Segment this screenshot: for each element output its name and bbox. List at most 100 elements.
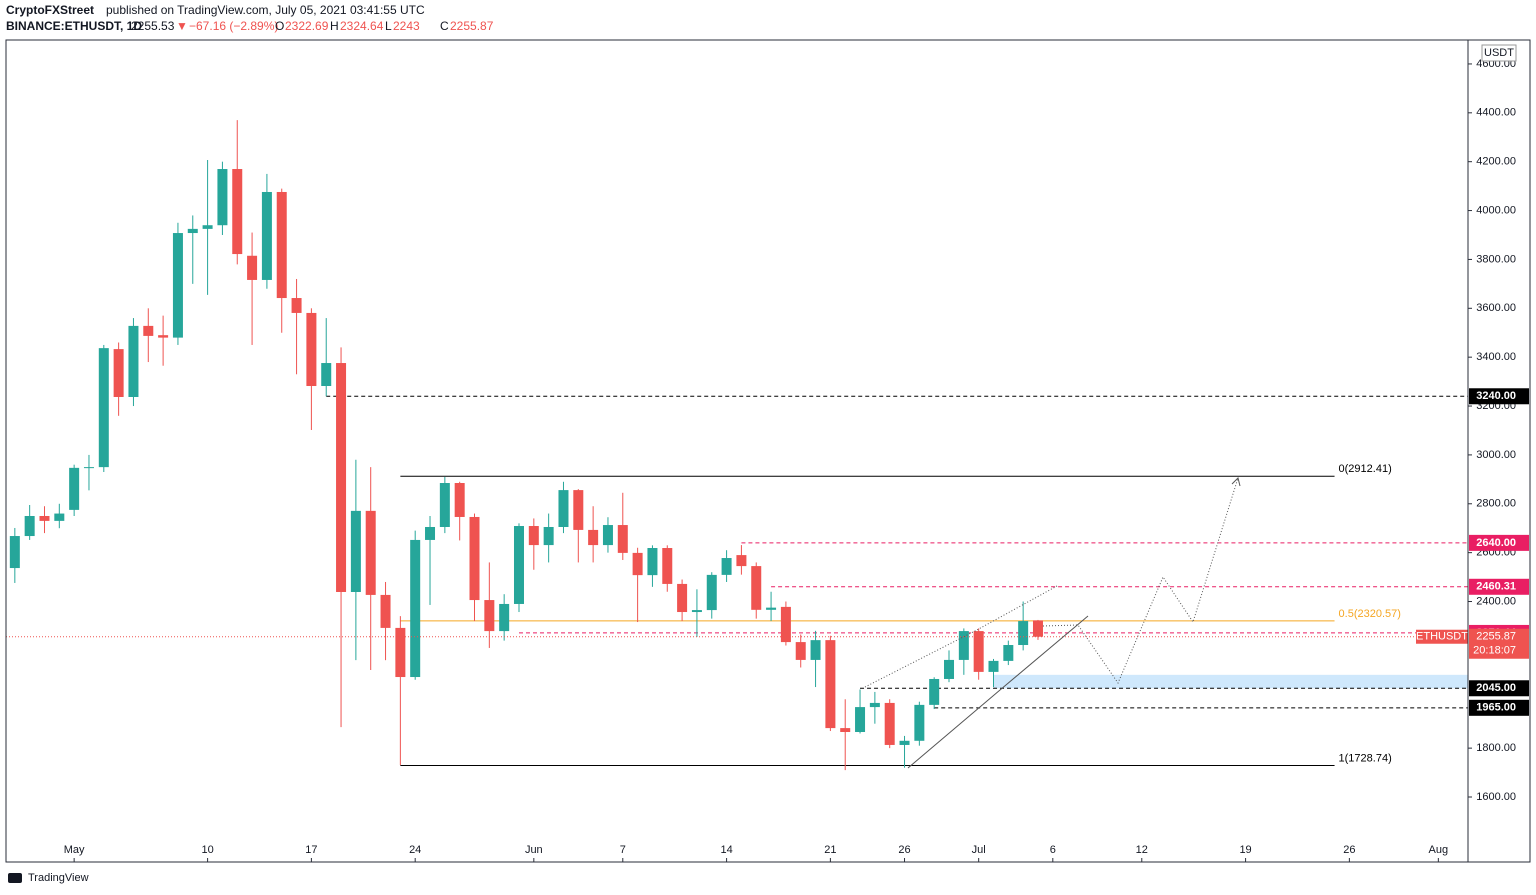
demand-zone bbox=[993, 674, 1468, 689]
candle-body bbox=[795, 642, 806, 660]
candle-body bbox=[98, 348, 109, 468]
candle-body bbox=[54, 513, 65, 521]
candle-body bbox=[39, 515, 50, 521]
y-tick-label: 3600.00 bbox=[1476, 302, 1516, 314]
candle-body bbox=[276, 191, 287, 299]
candle-body bbox=[1003, 645, 1014, 661]
candle-body bbox=[825, 640, 836, 729]
fib-label: 0.5(2320.57) bbox=[1339, 608, 1401, 620]
candle-body bbox=[513, 526, 524, 604]
candle-body bbox=[691, 610, 702, 613]
candle-body bbox=[83, 467, 94, 469]
x-tick-label: 24 bbox=[409, 844, 421, 856]
candle-body bbox=[336, 363, 347, 592]
candle-body bbox=[810, 640, 821, 660]
candle-body bbox=[855, 707, 866, 733]
candle-body bbox=[988, 660, 999, 672]
candle-body bbox=[914, 704, 925, 741]
change: −67.16 (−2.89%) bbox=[189, 19, 278, 33]
candle-body bbox=[558, 490, 569, 527]
current-price-box bbox=[1469, 628, 1529, 659]
y-tick-label: 2400.00 bbox=[1476, 595, 1516, 607]
candle-body bbox=[840, 728, 851, 733]
y-tick-label: 1800.00 bbox=[1476, 742, 1516, 754]
candle-body bbox=[528, 526, 539, 546]
ohlc-open: 2322.69 bbox=[285, 19, 329, 33]
x-tick-label: Jun bbox=[525, 844, 543, 856]
candle-body bbox=[158, 335, 169, 338]
y-tick-label: 1600.00 bbox=[1476, 791, 1516, 803]
y-tick-label: 3400.00 bbox=[1476, 351, 1516, 363]
candle-body bbox=[751, 566, 762, 610]
x-tick-label: 26 bbox=[1343, 844, 1355, 856]
candle-body bbox=[484, 600, 495, 632]
candle-body bbox=[410, 539, 421, 678]
currency: USDT bbox=[1484, 47, 1514, 59]
candle-body bbox=[632, 552, 643, 576]
countdown: 20:18:07 bbox=[1473, 645, 1516, 657]
footer-logo bbox=[8, 873, 22, 883]
candle-body bbox=[365, 510, 376, 595]
candle-body bbox=[647, 548, 658, 576]
candle-body bbox=[899, 740, 910, 745]
candle-body bbox=[350, 510, 361, 592]
candle-body bbox=[306, 312, 317, 387]
candle-body bbox=[321, 363, 332, 387]
x-tick-label: 10 bbox=[201, 844, 213, 856]
candle-body bbox=[128, 325, 139, 397]
candle-body bbox=[973, 631, 984, 672]
ohlc-h: H bbox=[330, 19, 339, 33]
candle-body bbox=[588, 529, 599, 546]
candle-body bbox=[143, 325, 154, 336]
candle-body bbox=[187, 228, 198, 234]
x-tick-label: 14 bbox=[720, 844, 732, 856]
candle-body bbox=[958, 631, 969, 660]
candle-body bbox=[677, 583, 688, 613]
fib-label: 1(1728.74) bbox=[1339, 752, 1392, 764]
candle-body bbox=[9, 536, 20, 569]
candle-body bbox=[24, 515, 35, 537]
candle-body bbox=[217, 169, 228, 226]
candle-body bbox=[736, 555, 747, 567]
x-tick-label: 21 bbox=[824, 844, 836, 856]
candle-body bbox=[602, 525, 613, 546]
candle-body bbox=[380, 594, 391, 628]
level-label: 2045.00 bbox=[1476, 682, 1516, 694]
candle-body bbox=[69, 467, 80, 510]
currency-box bbox=[1481, 44, 1517, 62]
candle-body bbox=[884, 702, 895, 745]
y-tick-label: 2800.00 bbox=[1476, 498, 1516, 510]
candle-body bbox=[247, 255, 258, 280]
candle-body bbox=[929, 678, 940, 705]
candle-body bbox=[261, 191, 272, 280]
wedge-top bbox=[864, 585, 1058, 688]
current-price-label: 2255.87 bbox=[1476, 631, 1516, 643]
level-tag bbox=[1469, 388, 1529, 405]
ohlc-close: 2255.87 bbox=[450, 19, 494, 33]
ohlc-l: L bbox=[385, 19, 392, 33]
plot: 1600.001800.002400.002600.002800.003000.… bbox=[6, 58, 1529, 862]
logo-mark bbox=[8, 873, 22, 883]
candle-body bbox=[1018, 621, 1029, 646]
footer-brand: TradingView bbox=[28, 872, 89, 884]
ohlc-low: 2243 bbox=[393, 19, 420, 33]
candle-body bbox=[543, 526, 554, 546]
candle-body bbox=[706, 574, 717, 611]
candle-body bbox=[395, 627, 406, 678]
candle-body bbox=[780, 606, 791, 643]
level-label: 2460.31 bbox=[1476, 581, 1516, 593]
price-tag: ETHUSDT bbox=[1416, 631, 1468, 643]
level-label: 2640.00 bbox=[1476, 537, 1516, 549]
candle-body bbox=[232, 169, 243, 255]
level-label: 3240.00 bbox=[1476, 390, 1516, 402]
candle-body bbox=[172, 233, 183, 338]
candle-body bbox=[499, 603, 510, 632]
candle-body bbox=[454, 483, 465, 517]
published: published on TradingView.com, July 05, 2… bbox=[106, 3, 425, 17]
x-tick-label: 19 bbox=[1239, 844, 1251, 856]
y-tick-label: 4600.00 bbox=[1476, 58, 1516, 70]
change-arrow: ▼ bbox=[176, 19, 188, 33]
x-tick-label: 6 bbox=[1050, 844, 1056, 856]
